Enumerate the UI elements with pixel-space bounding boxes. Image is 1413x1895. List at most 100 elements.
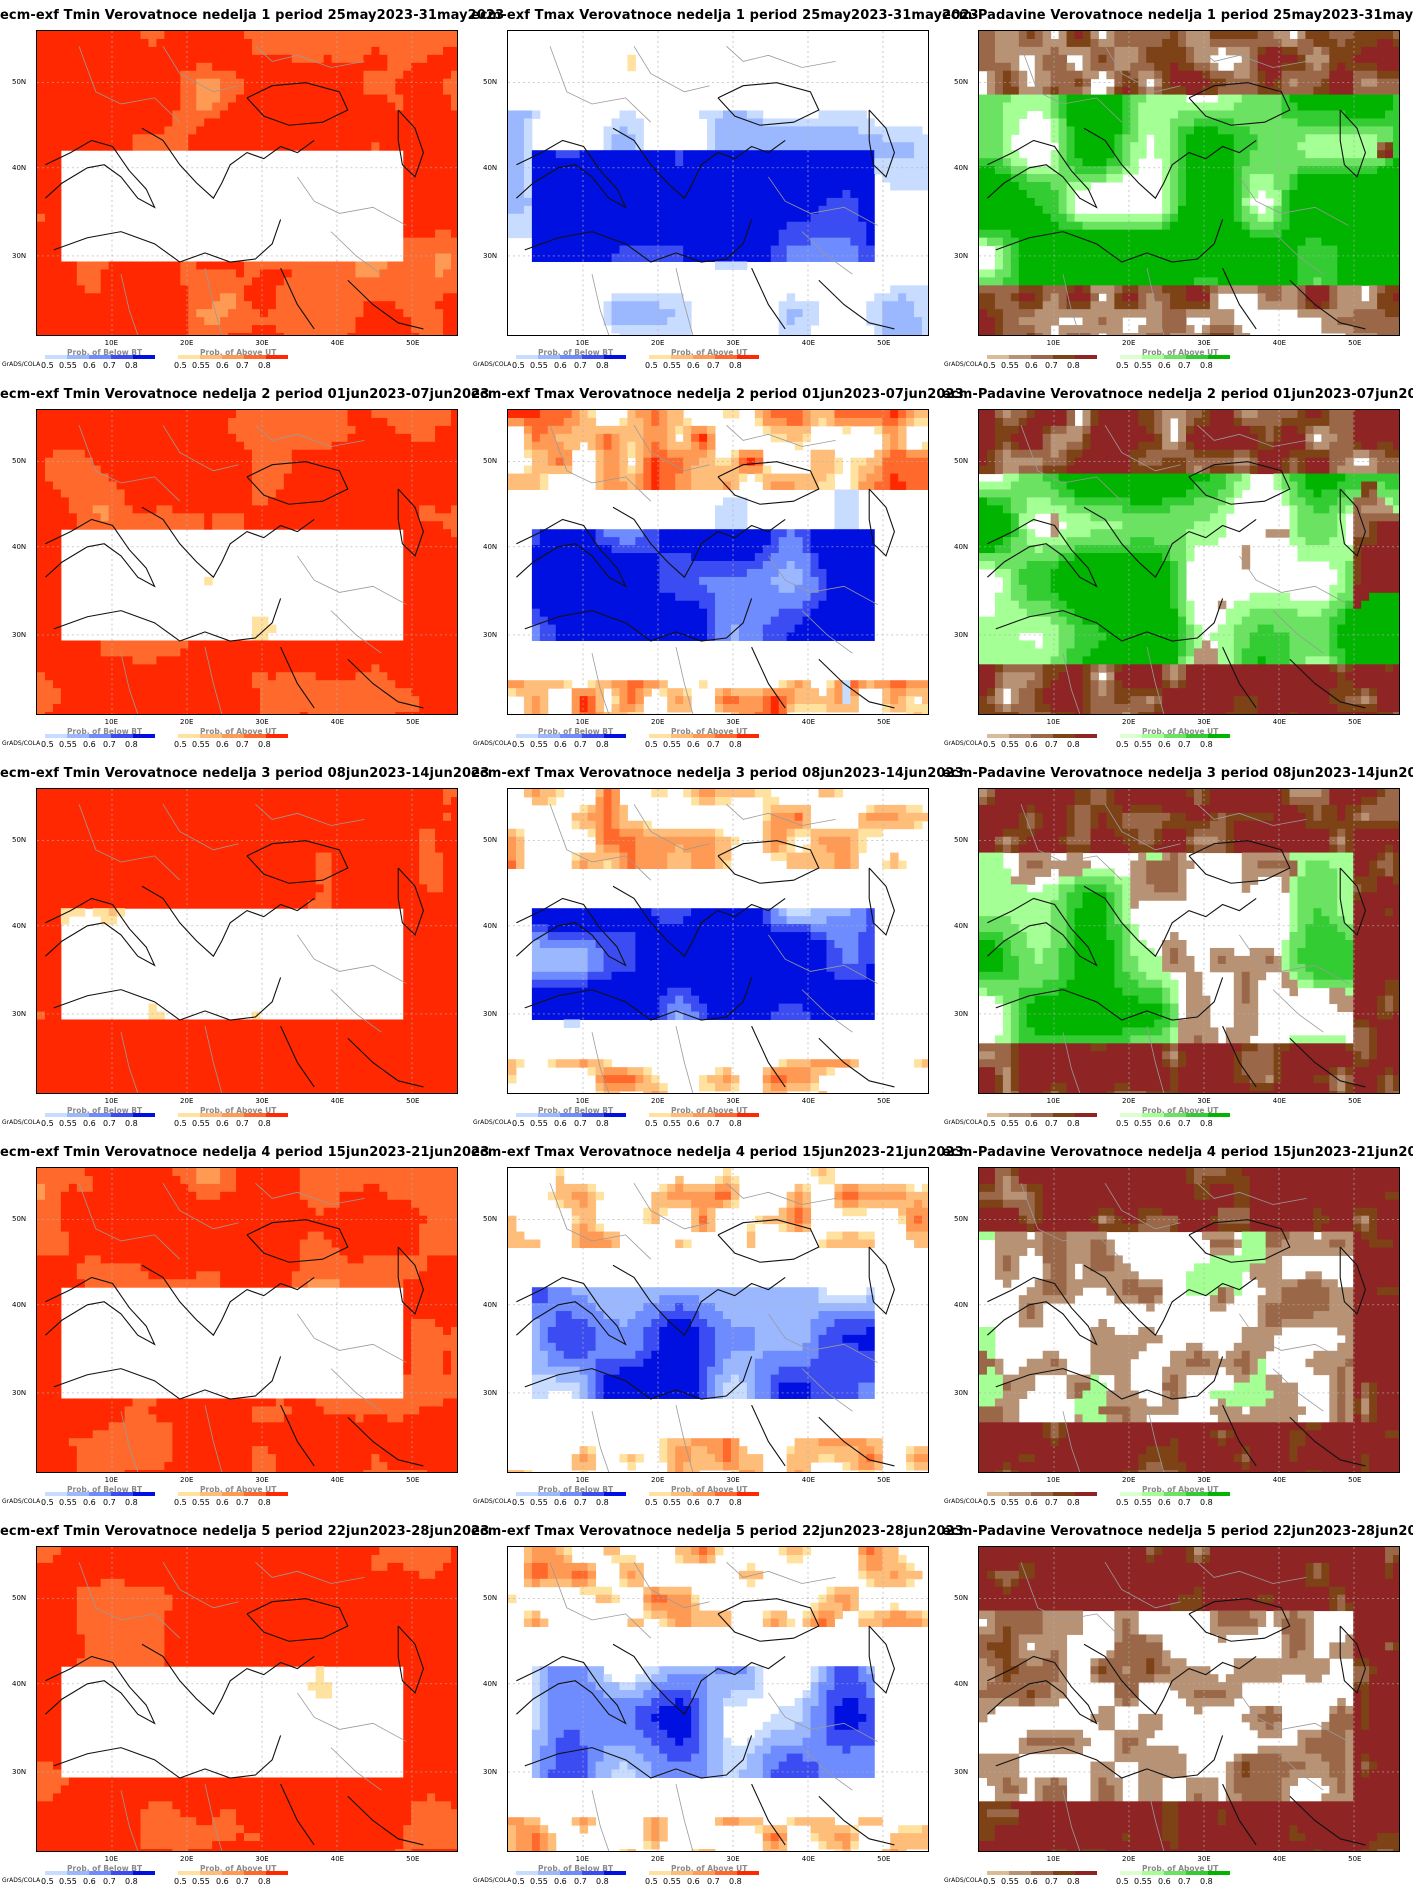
probability-cell — [132, 293, 142, 302]
latitude-label: 50N — [483, 78, 497, 86]
probability-cell — [786, 174, 796, 183]
probability-cell — [148, 102, 157, 111]
probability-map[interactable] — [507, 30, 929, 336]
probability-cell — [275, 333, 285, 335]
probability-cell — [1066, 94, 1076, 104]
probability-cell — [403, 174, 412, 183]
probability-cell — [611, 237, 620, 247]
probability-map[interactable] — [978, 30, 1400, 336]
probability-map[interactable] — [36, 409, 458, 715]
probability-cell — [1273, 174, 1283, 183]
probability-cell — [1082, 174, 1091, 183]
probability-cell — [427, 285, 436, 294]
probability-cell — [68, 441, 78, 451]
probability-cell — [84, 54, 94, 64]
probability-cell — [1225, 118, 1235, 127]
probability-cell — [802, 150, 812, 159]
probability-cell — [1385, 205, 1394, 215]
probability-cell — [204, 46, 213, 56]
probability-cell — [1273, 237, 1283, 247]
probability-cell — [1074, 182, 1084, 191]
probability-cell — [1353, 102, 1362, 111]
probability-cell — [1098, 221, 1107, 231]
probability-cell — [986, 38, 996, 48]
probability-cell — [37, 301, 46, 310]
probability-cell — [244, 309, 253, 318]
probability-cell — [228, 94, 237, 104]
probability-cell — [1026, 325, 1036, 334]
probability-cell — [1233, 174, 1243, 183]
probability-cell — [651, 150, 660, 159]
probability-cell — [172, 118, 181, 127]
probability-cell — [1050, 293, 1060, 302]
probability-cell — [523, 126, 533, 135]
probability-cell — [236, 269, 245, 278]
probability-cell — [1385, 31, 1394, 40]
probability-cell — [1058, 205, 1068, 215]
probability-cell — [1289, 237, 1298, 247]
probability-cell — [1377, 213, 1386, 223]
probability-cell — [1170, 86, 1179, 96]
probability-cell — [180, 46, 189, 56]
probability-map[interactable] — [36, 30, 458, 336]
probability-cell — [275, 134, 285, 143]
probability-cell — [403, 277, 412, 286]
probability-cell — [244, 301, 253, 310]
probability-cell — [1289, 277, 1298, 286]
country-border — [204, 268, 223, 335]
probability-cell — [762, 189, 772, 199]
probability-cell — [627, 229, 636, 239]
probability-cell — [244, 86, 253, 96]
probability-cell — [251, 433, 261, 443]
probability-cell — [1058, 86, 1068, 96]
probability-cell — [994, 70, 1004, 80]
probability-cell — [37, 245, 46, 255]
probability-cell — [707, 221, 716, 231]
probability-cell — [1217, 126, 1227, 135]
probability-cell — [291, 317, 301, 326]
probability-cell — [1321, 94, 1330, 104]
probability-cell — [323, 70, 333, 80]
probability-cell — [1337, 78, 1346, 88]
probability-cell — [323, 325, 333, 334]
probability-cell — [1369, 118, 1378, 127]
probability-cell — [1257, 245, 1267, 255]
probability-cell — [164, 38, 173, 48]
probability-cell — [1018, 317, 1028, 326]
probability-cell — [1321, 221, 1330, 231]
probability-cell — [60, 126, 70, 135]
probability-cell — [44, 31, 54, 40]
probability-cell — [890, 317, 899, 326]
probability-cell — [76, 333, 86, 335]
probability-cell — [730, 205, 740, 215]
probability-cell — [379, 325, 388, 334]
probability-cell — [619, 110, 628, 119]
probability-cell — [76, 31, 86, 40]
probability-cell — [1297, 269, 1306, 278]
probability-cell — [1265, 118, 1275, 127]
probability-cell — [1249, 62, 1259, 72]
probability-cell — [635, 189, 644, 199]
probability-cell — [826, 245, 835, 255]
probability-cell — [810, 118, 820, 127]
probability-cell — [52, 325, 62, 334]
probability-cell — [331, 134, 341, 143]
probability-cell — [180, 410, 189, 419]
probability-cell — [1010, 253, 1020, 262]
probability-cell — [1178, 245, 1187, 255]
probability-cell — [403, 86, 412, 96]
probability-cell — [411, 110, 420, 119]
probability-cell — [1066, 293, 1076, 302]
probability-cell — [1018, 38, 1028, 48]
colorbar-swatch — [222, 355, 244, 359]
probability-cell — [619, 229, 628, 239]
probability-cell — [619, 134, 628, 143]
probability-cell — [802, 253, 812, 262]
longitude-label: 20E — [651, 339, 664, 347]
probability-cell — [37, 285, 46, 294]
probability-cell — [994, 166, 1004, 175]
probability-cell — [1114, 229, 1123, 239]
probability-cell — [116, 333, 126, 335]
probability-cell — [635, 229, 644, 239]
probability-cell — [1249, 94, 1259, 104]
